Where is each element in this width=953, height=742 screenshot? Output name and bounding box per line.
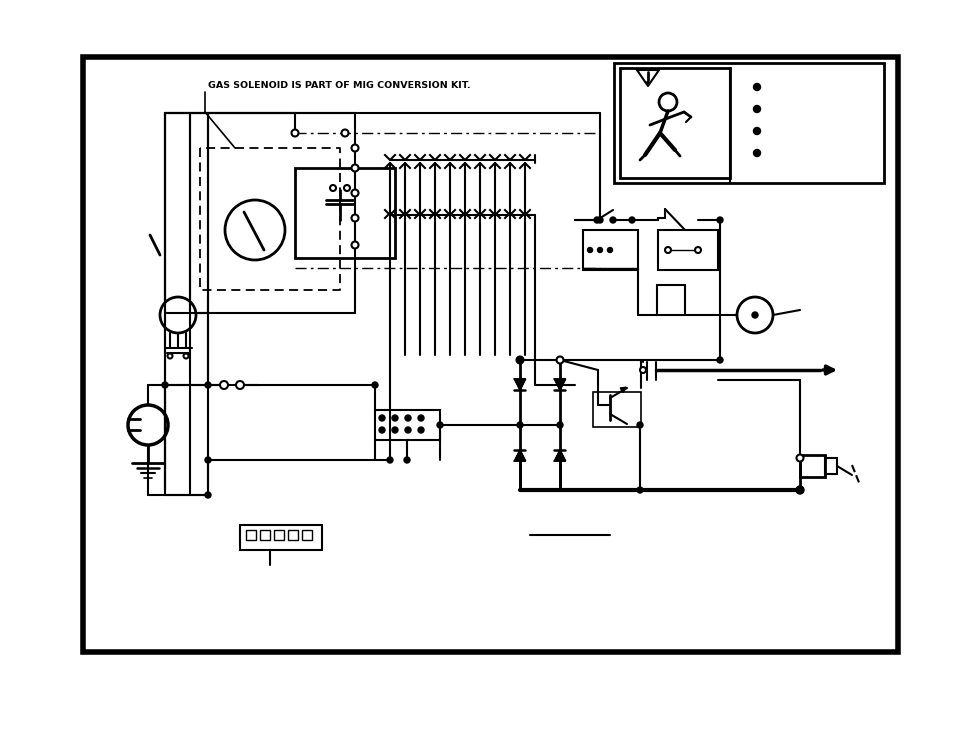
Circle shape: [639, 367, 645, 373]
Circle shape: [795, 486, 803, 494]
Circle shape: [646, 82, 649, 85]
Bar: [83, 57, 897, 652]
Circle shape: [330, 185, 335, 191]
Circle shape: [717, 357, 722, 363]
Bar: [614, 63, 883, 183]
Circle shape: [607, 248, 612, 252]
Circle shape: [753, 84, 760, 91]
Circle shape: [351, 214, 358, 222]
Circle shape: [737, 297, 772, 333]
Circle shape: [292, 130, 298, 137]
Circle shape: [517, 357, 522, 363]
Circle shape: [717, 217, 722, 223]
Circle shape: [659, 93, 677, 111]
Circle shape: [587, 248, 592, 252]
Circle shape: [351, 189, 358, 197]
Bar: [302, 530, 312, 540]
Circle shape: [417, 427, 423, 433]
Bar: [800, 455, 824, 477]
Circle shape: [403, 457, 410, 463]
Circle shape: [351, 165, 358, 171]
Circle shape: [128, 405, 168, 445]
Circle shape: [436, 422, 442, 428]
Circle shape: [594, 217, 599, 223]
Circle shape: [695, 247, 700, 253]
Bar: [824, 458, 836, 474]
Bar: [274, 530, 284, 540]
Circle shape: [557, 422, 562, 428]
Bar: [246, 530, 255, 540]
Circle shape: [405, 415, 411, 421]
Bar: [165, 113, 355, 313]
Circle shape: [235, 381, 244, 389]
Circle shape: [637, 487, 642, 493]
Polygon shape: [514, 379, 525, 390]
Circle shape: [556, 356, 563, 364]
Circle shape: [378, 427, 385, 433]
Circle shape: [392, 427, 397, 433]
Circle shape: [220, 381, 228, 389]
Circle shape: [516, 356, 523, 364]
Bar: [240, 525, 322, 550]
Bar: [375, 410, 439, 440]
Circle shape: [417, 415, 423, 421]
Circle shape: [517, 422, 522, 428]
Circle shape: [344, 185, 350, 191]
Circle shape: [162, 382, 168, 388]
Circle shape: [351, 241, 358, 249]
Polygon shape: [554, 450, 565, 461]
Circle shape: [597, 217, 602, 223]
Circle shape: [168, 353, 172, 358]
Circle shape: [609, 217, 616, 223]
Circle shape: [753, 105, 760, 113]
Circle shape: [372, 382, 377, 388]
Circle shape: [387, 457, 393, 463]
Circle shape: [405, 427, 411, 433]
Circle shape: [183, 353, 189, 358]
Circle shape: [205, 492, 211, 498]
Bar: [260, 530, 270, 540]
Circle shape: [753, 149, 760, 157]
Circle shape: [392, 415, 397, 421]
Circle shape: [205, 457, 211, 463]
Circle shape: [351, 145, 358, 151]
Circle shape: [751, 312, 758, 318]
Bar: [593, 392, 640, 427]
Bar: [582, 230, 638, 270]
Polygon shape: [554, 379, 565, 390]
Circle shape: [205, 382, 211, 388]
Polygon shape: [514, 450, 525, 461]
Bar: [658, 230, 718, 270]
Text: GAS SOLENOID IS PART OF MIG CONVERSION KIT.: GAS SOLENOID IS PART OF MIG CONVERSION K…: [208, 81, 470, 90]
Bar: [288, 530, 297, 540]
Circle shape: [753, 128, 760, 134]
Circle shape: [341, 130, 348, 137]
Circle shape: [637, 422, 642, 428]
Circle shape: [225, 200, 285, 260]
Circle shape: [664, 247, 670, 253]
Bar: [619, 68, 729, 178]
Bar: [294, 168, 395, 258]
Circle shape: [796, 455, 802, 462]
Circle shape: [160, 297, 195, 333]
Circle shape: [378, 415, 385, 421]
Circle shape: [597, 248, 602, 252]
Circle shape: [628, 217, 635, 223]
